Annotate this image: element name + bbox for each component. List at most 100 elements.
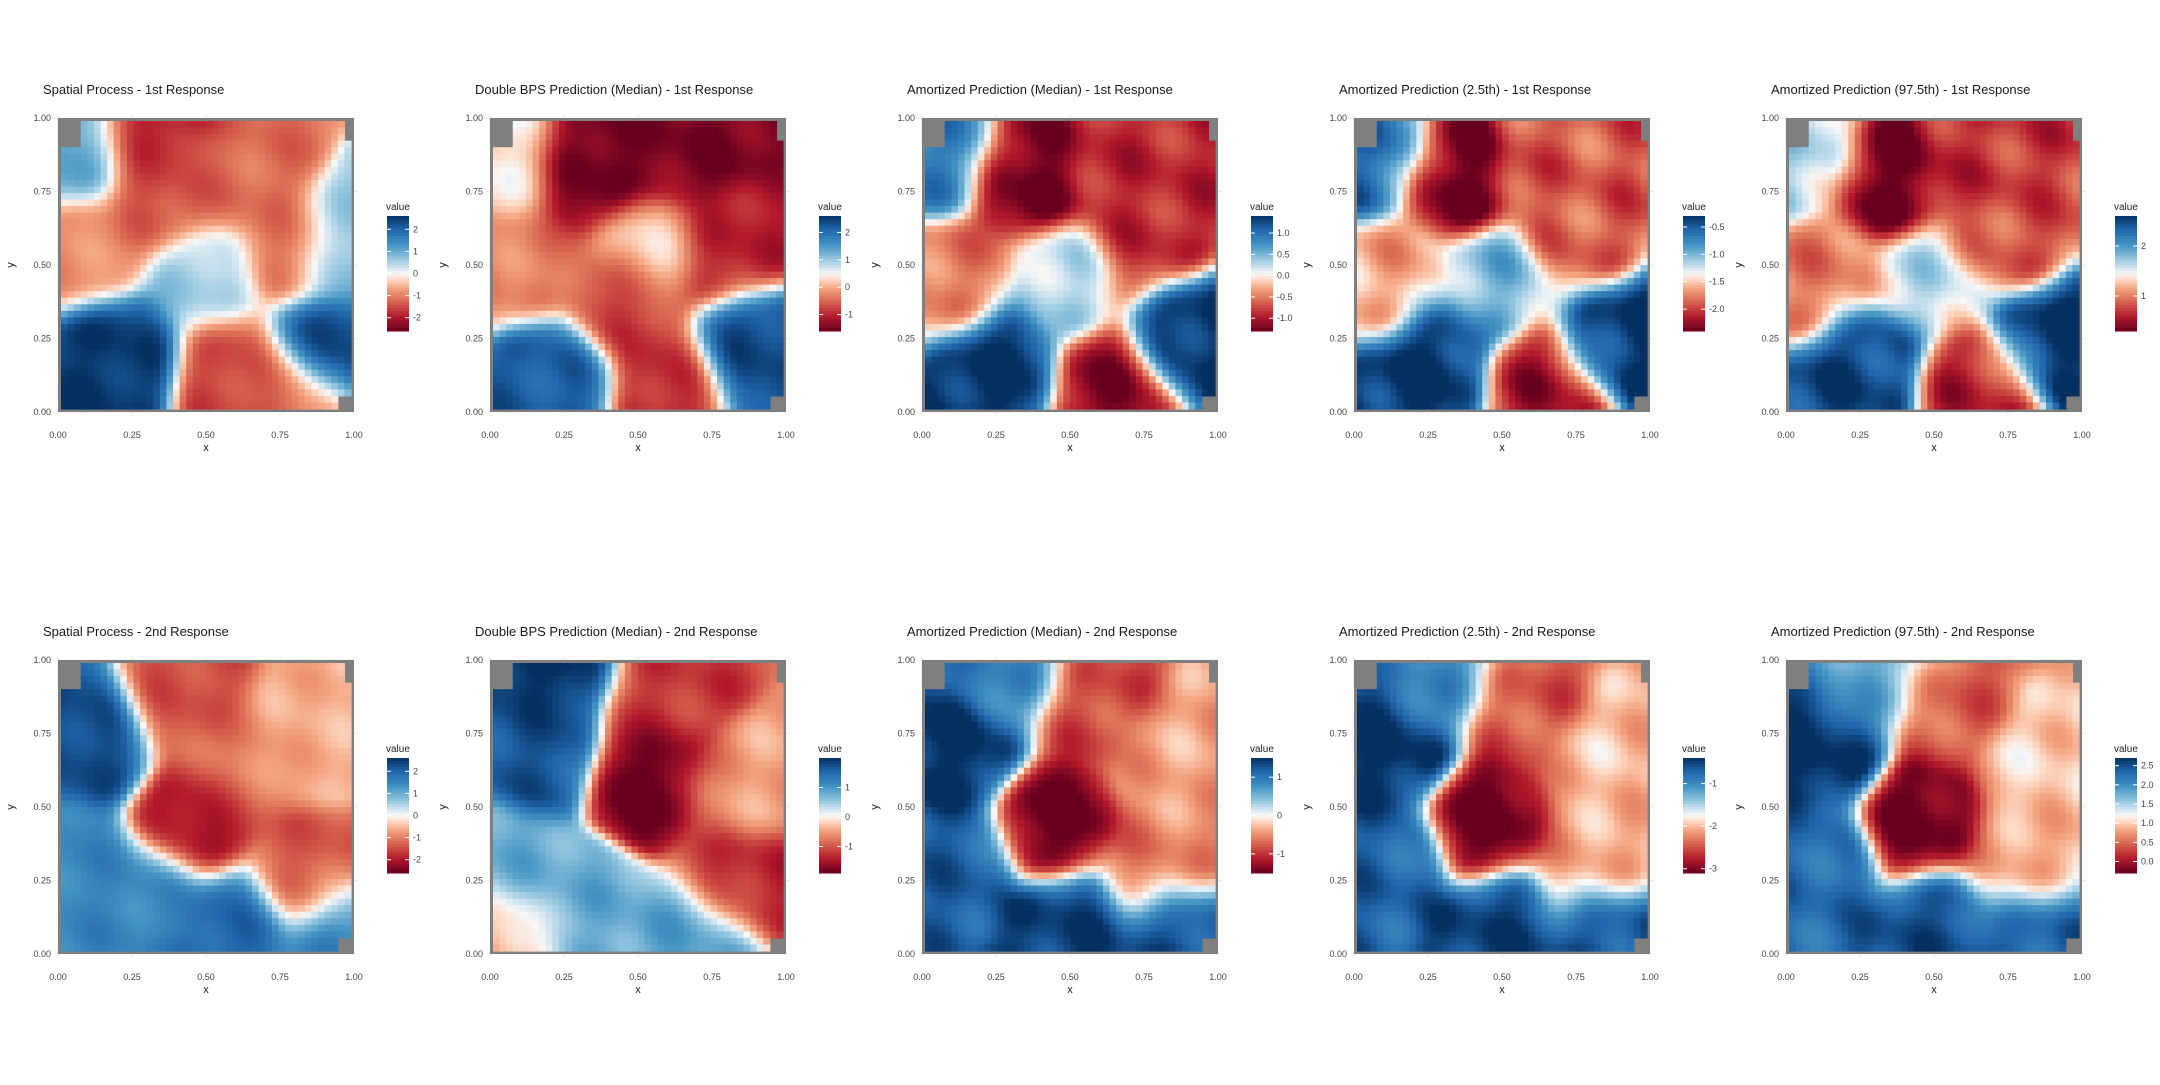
heatmap-cell — [965, 285, 972, 292]
heatmap-cell — [684, 344, 691, 351]
heatmap-cell — [500, 232, 507, 239]
heatmap-cell — [984, 186, 991, 193]
heatmap-cell — [1011, 226, 1018, 233]
heatmap-cell — [513, 200, 520, 207]
heatmap-cell — [730, 311, 737, 318]
heatmap-cell — [1057, 317, 1064, 324]
heatmap-cell — [612, 239, 619, 246]
heatmap-cell — [585, 232, 592, 239]
heatmap-cell — [579, 219, 586, 226]
heatmap-cell — [691, 128, 698, 135]
heatmap-cell — [625, 147, 632, 154]
heatmap-cell — [318, 134, 325, 141]
heatmap-cell — [585, 383, 592, 390]
heatmap-cell — [533, 291, 540, 298]
heatmap-cell — [292, 141, 299, 148]
heatmap-cell — [318, 121, 325, 128]
heatmap-cell — [998, 396, 1005, 403]
heatmap-cell — [658, 134, 665, 141]
heatmap-cell — [1050, 128, 1057, 135]
heatmap-cell — [697, 147, 704, 154]
heatmap-cell — [246, 200, 253, 207]
heatmap-cell — [325, 239, 332, 246]
heatmap-cell — [730, 134, 737, 141]
heatmap-cell — [932, 304, 939, 311]
heatmap-cell — [61, 186, 68, 193]
heatmap-cell — [61, 154, 68, 161]
heatmap-cell — [978, 337, 985, 344]
heatmap-cell — [519, 232, 526, 239]
heatmap-cell — [186, 154, 193, 161]
heatmap-cell — [1037, 193, 1044, 200]
heatmap-cell — [186, 402, 193, 409]
heatmap-cell — [776, 180, 783, 187]
heatmap-cell — [500, 285, 507, 292]
heatmap-cell — [298, 272, 305, 279]
heatmap-cell — [658, 337, 665, 344]
heatmap-cell — [134, 239, 141, 246]
heatmap-cell — [925, 304, 932, 311]
heatmap-cell — [74, 173, 81, 180]
heatmap-cell — [998, 278, 1005, 285]
x-tick-label: 0.50 — [629, 430, 647, 440]
heatmap-cell — [730, 200, 737, 207]
heatmap-cell — [978, 291, 985, 298]
heatmap-cell — [730, 252, 737, 259]
heatmap-cell — [506, 389, 513, 396]
heatmap-cell — [678, 180, 685, 187]
heatmap-cell — [691, 330, 698, 337]
heatmap-cell — [1017, 258, 1024, 265]
heatmap-cell — [971, 219, 978, 226]
heatmap-cell — [160, 128, 167, 135]
heatmap-cell — [81, 128, 88, 135]
heatmap-cell — [344, 232, 351, 239]
heatmap-cell — [206, 154, 213, 161]
heatmap-cell — [664, 383, 671, 390]
heatmap-cell — [539, 383, 546, 390]
heatmap-cell — [134, 344, 141, 351]
heatmap-cell — [1030, 383, 1037, 390]
heatmap-cell — [120, 363, 127, 370]
heatmap-cell — [763, 376, 770, 383]
heatmap-cell — [252, 272, 259, 279]
heatmap-cell — [671, 363, 678, 370]
heatmap-cell — [140, 298, 147, 305]
heatmap-cell — [259, 219, 266, 226]
heatmap-cell — [1037, 245, 1044, 252]
heatmap-cell — [338, 285, 345, 292]
heatmap-cell — [513, 337, 520, 344]
heatmap-cell — [724, 167, 731, 174]
heatmap-cell — [737, 213, 744, 220]
heatmap-cell — [1063, 278, 1070, 285]
heatmap-cell — [101, 311, 108, 318]
heatmap-cell — [1030, 337, 1037, 344]
heatmap-cell — [711, 154, 718, 161]
heatmap-cell — [101, 350, 108, 357]
heatmap-cell — [101, 330, 108, 337]
heatmap-cell — [318, 285, 325, 292]
heatmap-cell — [691, 121, 698, 128]
heatmap-cell — [239, 154, 246, 161]
heatmap-cell — [279, 389, 286, 396]
heatmap-cell — [1050, 376, 1057, 383]
heatmap-cell — [140, 173, 147, 180]
heatmap-cell — [559, 193, 566, 200]
heatmap-cell — [325, 389, 332, 396]
heatmap-cell — [292, 324, 299, 331]
heatmap-cell — [612, 258, 619, 265]
heatmap-cell — [279, 245, 286, 252]
heatmap-cell — [1011, 376, 1018, 383]
heatmap-cell — [186, 291, 193, 298]
heatmap-cell — [166, 324, 173, 331]
heatmap-cell — [757, 121, 764, 128]
heatmap-cell — [697, 311, 704, 318]
heatmap-cell — [325, 258, 332, 265]
heatmap-cell — [664, 272, 671, 279]
heatmap-cell — [552, 402, 559, 409]
heatmap-cell — [945, 265, 952, 272]
heatmap-cell — [180, 317, 187, 324]
heatmap-cell — [331, 317, 338, 324]
heatmap-cell — [559, 330, 566, 337]
heatmap-cell — [945, 344, 952, 351]
heatmap-cell — [763, 383, 770, 390]
